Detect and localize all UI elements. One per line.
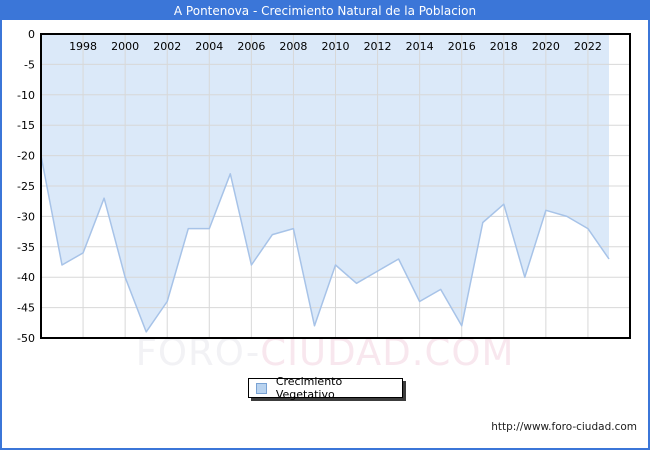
- x-tick-label-2020: 2020: [532, 40, 560, 53]
- x-tick-label-2010: 2010: [322, 40, 350, 53]
- y-tick-label--20: -20: [17, 150, 35, 163]
- x-tick-label-2000: 2000: [111, 40, 139, 53]
- x-tick-label-2012: 2012: [364, 40, 392, 53]
- x-tick-label-2008: 2008: [279, 40, 307, 53]
- x-tick-label-2006: 2006: [237, 40, 265, 53]
- legend-label: Crecimiento Vegetativo: [275, 375, 343, 401]
- x-tick-label-2016: 2016: [448, 40, 476, 53]
- window-title: A Pontenova - Crecimiento Natural de la …: [2, 2, 648, 20]
- y-tick-label--10: -10: [17, 89, 35, 102]
- x-tick-label-2022: 2022: [574, 40, 602, 53]
- y-tick-label--40: -40: [17, 271, 35, 284]
- legend-swatch-icon: [256, 382, 267, 394]
- y-tick-label--25: -25: [17, 180, 35, 193]
- y-tick-label--5: -5: [24, 58, 35, 71]
- area-fill: [41, 34, 609, 332]
- x-tick-label-1998: 1998: [69, 40, 97, 53]
- y-tick-label--50: -50: [17, 332, 35, 345]
- footer-url: http://www.foro-ciudad.com: [491, 421, 637, 433]
- x-tick-label-2002: 2002: [153, 40, 181, 53]
- x-tick-label-2014: 2014: [406, 40, 434, 53]
- plot-border: [40, 33, 631, 339]
- legend-box[interactable]: Crecimiento Vegetativo: [248, 375, 403, 401]
- y-tick-label--30: -30: [17, 210, 35, 223]
- y-tick-label--15: -15: [17, 119, 35, 132]
- y-tick-label--35: -35: [17, 241, 35, 254]
- x-tick-label-2004: 2004: [195, 40, 223, 53]
- data-line: [40, 155, 610, 333]
- y-tick-label--45: -45: [17, 302, 35, 315]
- y-tick-label-0: 0: [28, 28, 35, 41]
- x-tick-label-2018: 2018: [490, 40, 518, 53]
